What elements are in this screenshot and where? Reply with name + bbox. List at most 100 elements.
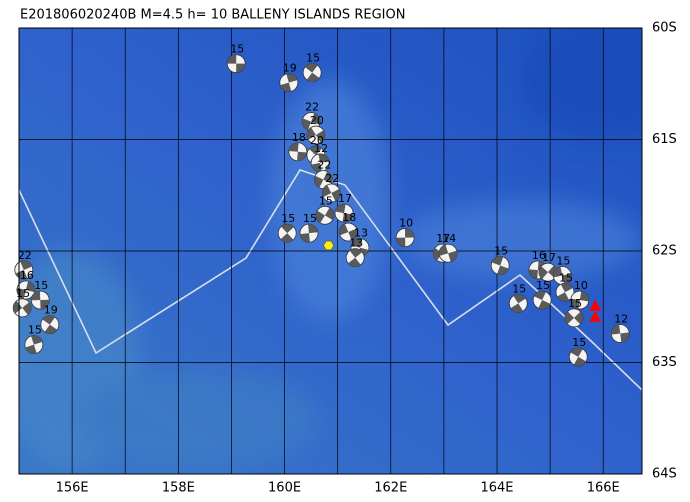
depth-label: 15 [319,194,333,207]
lat-label: 64S [652,467,677,482]
lon-label: 164E [480,481,513,496]
compressional-quadrant [322,185,332,198]
depth-label: 10 [399,217,413,230]
compressional-quadrant [306,72,320,82]
compressional-quadrant [297,151,307,161]
depth-label: 15 [34,279,48,292]
lat-label: 61S [652,132,677,147]
focal-mechanism [299,223,319,243]
compressional-quadrant [573,356,587,366]
focal-mechanism [302,63,322,82]
depth-label: 18 [342,211,356,224]
lon-label: 162E [374,481,407,496]
compressional-quadrant [620,332,630,343]
depth-label: 19 [44,304,58,317]
lon-label: 158E [162,481,195,496]
compressional-quadrant [323,171,333,184]
depth-label: 22 [305,101,319,114]
compressional-quadrant [538,300,551,310]
compressional-quadrant [311,162,322,172]
compressional-quadrant [339,223,349,236]
depth-label: 15 [536,279,550,292]
compressional-quadrant [565,311,575,325]
focal-mechanism [226,54,246,74]
focal-mechanism [321,183,341,203]
compressional-quadrant [448,250,458,262]
compressional-quadrant [318,153,329,163]
depth-label: 18 [292,131,306,144]
depth-label: 17 [542,251,556,264]
depth-label: 16 [532,249,546,262]
compressional-quadrant [40,299,50,310]
compressional-quadrant [497,265,509,275]
depth-label: 15 [556,255,570,268]
lon-label: 166E [587,481,620,496]
focal-mechanism [40,315,60,334]
focal-mechanism [508,294,528,313]
depth-label: 22 [317,159,331,172]
map-title: E201806020240B M=4.5 h= 10 BALLENY ISLAN… [20,8,405,23]
compressional-quadrant [300,233,310,243]
compressional-quadrant [236,63,246,73]
compressional-quadrant [31,291,41,301]
compressional-quadrant [349,248,363,258]
focal-mechanism [555,282,575,302]
lat-label: 62S [652,244,677,259]
compressional-quadrant [331,188,341,202]
compressional-quadrant [314,175,324,188]
focal-mechanism [532,290,552,310]
focal-mechanism [345,248,365,268]
bathymetry [19,28,642,474]
compressional-quadrant [280,233,294,243]
compressional-quadrant [25,281,35,293]
focal-mechanism [12,298,32,318]
compressional-quadrant [15,269,28,279]
focal-mechanism [568,347,588,367]
compressional-quadrant [351,238,363,248]
focal-mechanism [277,223,297,243]
depth-label: 15 [572,336,586,349]
compressional-quadrant [302,118,312,131]
focal-mechanism [288,142,308,162]
compressional-quadrant [309,146,322,156]
compressional-quadrant [311,113,321,125]
compressional-quadrant [579,291,589,302]
compressional-quadrant [286,73,298,83]
depth-label: 15 [306,52,320,65]
depth-label: 22 [325,172,339,185]
compressional-quadrant [553,266,563,278]
focal-mechanism [306,125,326,145]
depth-label: 17 [436,232,450,245]
compressional-quadrant [570,347,583,357]
focal-mechanism [610,324,630,343]
depth-label: 12 [614,313,628,326]
compressional-quadrant [557,292,570,302]
compressional-quadrant [304,63,318,73]
lat-label: 60S [652,21,677,36]
focal-mechanism [395,228,415,248]
compressional-quadrant [22,302,32,315]
depth-label: 12 [314,142,328,155]
compressional-quadrant [396,237,406,247]
compressional-quadrant [533,291,546,301]
focal-mechanism [30,290,50,310]
depth-label: 22 [18,249,32,262]
map-frame [18,27,643,475]
compressional-quadrant [348,228,358,241]
compressional-quadrant [562,273,572,285]
compressional-quadrant [433,247,443,261]
depth-label: 17 [338,192,352,205]
compressional-quadrant [281,224,294,234]
focal-mechanism [564,308,584,328]
station [589,310,602,322]
depth-label: 15 [494,244,508,257]
lon-label: 156E [56,481,89,496]
depth-label: 15 [559,271,573,284]
compressional-quadrant [574,311,584,325]
compressional-quadrant [20,260,33,270]
depth-label: 15 [303,212,317,225]
compressional-quadrant [538,266,548,279]
compressional-quadrant [348,257,361,267]
compressional-quadrant [306,127,316,140]
